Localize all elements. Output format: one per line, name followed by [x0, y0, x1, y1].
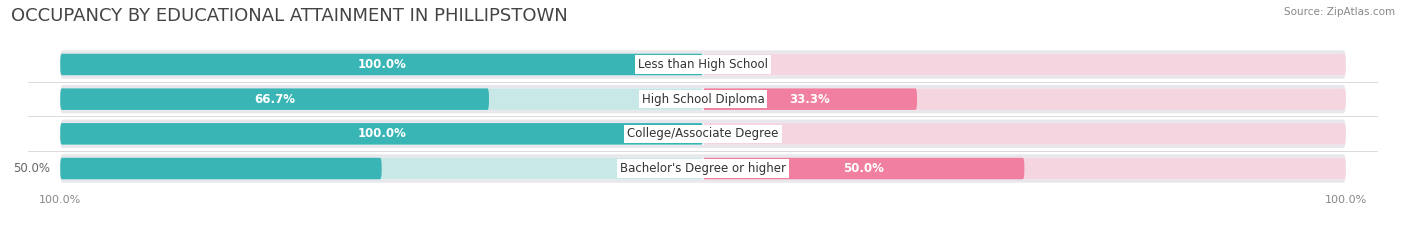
FancyBboxPatch shape: [703, 54, 1346, 75]
FancyBboxPatch shape: [60, 120, 1346, 148]
FancyBboxPatch shape: [60, 158, 381, 179]
Text: 100.0%: 100.0%: [357, 127, 406, 140]
FancyBboxPatch shape: [63, 123, 1343, 145]
FancyBboxPatch shape: [63, 54, 1343, 75]
FancyBboxPatch shape: [703, 158, 1346, 179]
FancyBboxPatch shape: [60, 154, 1346, 183]
Text: Source: ZipAtlas.com: Source: ZipAtlas.com: [1284, 7, 1395, 17]
Text: 50.0%: 50.0%: [14, 162, 51, 175]
FancyBboxPatch shape: [703, 123, 1346, 145]
Text: High School Diploma: High School Diploma: [641, 93, 765, 106]
FancyBboxPatch shape: [60, 123, 703, 145]
FancyBboxPatch shape: [703, 158, 1025, 179]
FancyBboxPatch shape: [60, 85, 1346, 113]
FancyBboxPatch shape: [60, 54, 703, 75]
FancyBboxPatch shape: [60, 50, 1346, 79]
FancyBboxPatch shape: [703, 88, 917, 110]
Text: 100.0%: 100.0%: [357, 58, 406, 71]
FancyBboxPatch shape: [60, 88, 489, 110]
FancyBboxPatch shape: [60, 158, 703, 179]
FancyBboxPatch shape: [60, 123, 703, 145]
FancyBboxPatch shape: [63, 88, 1343, 110]
Text: 33.3%: 33.3%: [790, 93, 831, 106]
FancyBboxPatch shape: [60, 88, 703, 110]
Text: 66.7%: 66.7%: [254, 93, 295, 106]
Text: OCCUPANCY BY EDUCATIONAL ATTAINMENT IN PHILLIPSTOWN: OCCUPANCY BY EDUCATIONAL ATTAINMENT IN P…: [11, 7, 568, 25]
Text: 0.0%: 0.0%: [713, 127, 742, 140]
FancyBboxPatch shape: [60, 54, 703, 75]
Text: 50.0%: 50.0%: [844, 162, 884, 175]
FancyBboxPatch shape: [703, 88, 1346, 110]
Text: Less than High School: Less than High School: [638, 58, 768, 71]
Text: Bachelor's Degree or higher: Bachelor's Degree or higher: [620, 162, 786, 175]
Text: 0.0%: 0.0%: [713, 58, 742, 71]
Text: College/Associate Degree: College/Associate Degree: [627, 127, 779, 140]
FancyBboxPatch shape: [63, 158, 1343, 179]
